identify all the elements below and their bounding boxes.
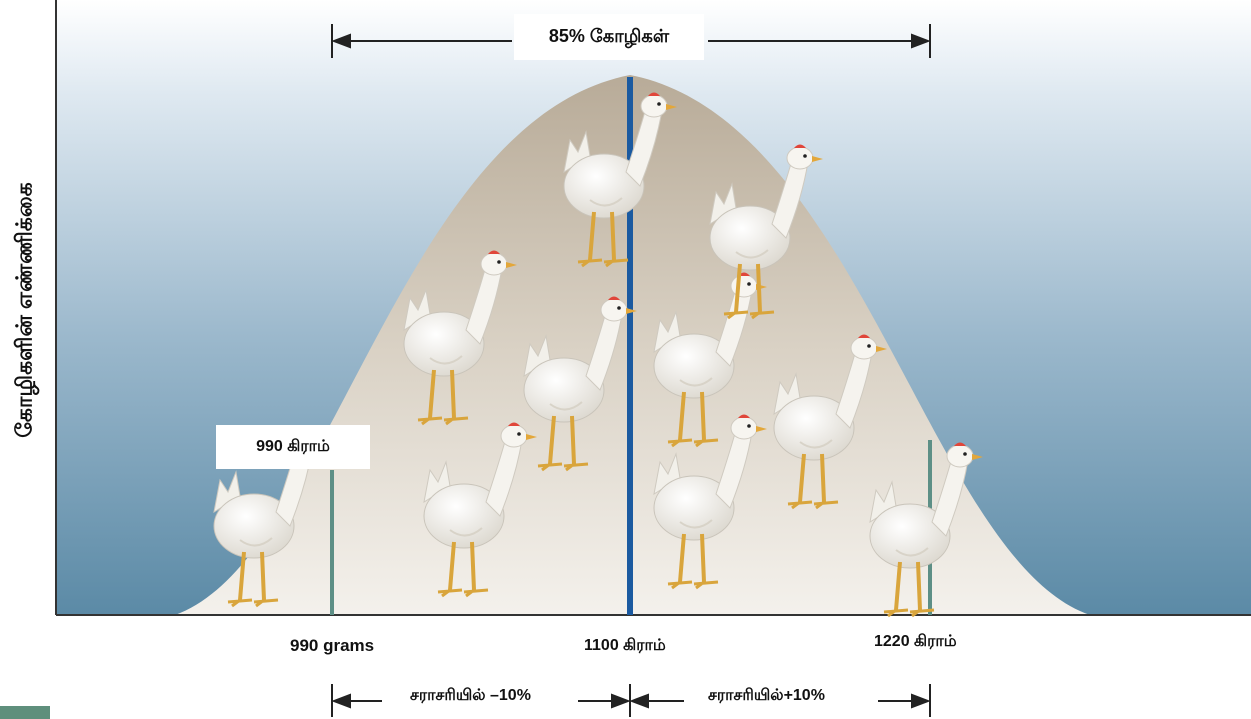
x-tick-left: 990 grams — [290, 636, 375, 655]
callout-label: 990 கிராம் — [216, 425, 370, 469]
x-tick-center: 1100 கிராம் — [584, 637, 666, 654]
corner-tab — [0, 706, 50, 719]
minus-range-label: சராசரியில் –10% — [410, 687, 531, 704]
bottom-range-arrows — [331, 684, 931, 717]
x-tick-right: 1220 கிராம் — [874, 633, 957, 650]
top-range-label: 85% கோழிகள் — [514, 14, 704, 60]
y-axis-label: கோழிகளின் எண்ணிக்கை — [11, 182, 37, 438]
top-range-arrow — [331, 24, 931, 58]
plus-range-label: சராசரியில்+10% — [708, 687, 825, 704]
